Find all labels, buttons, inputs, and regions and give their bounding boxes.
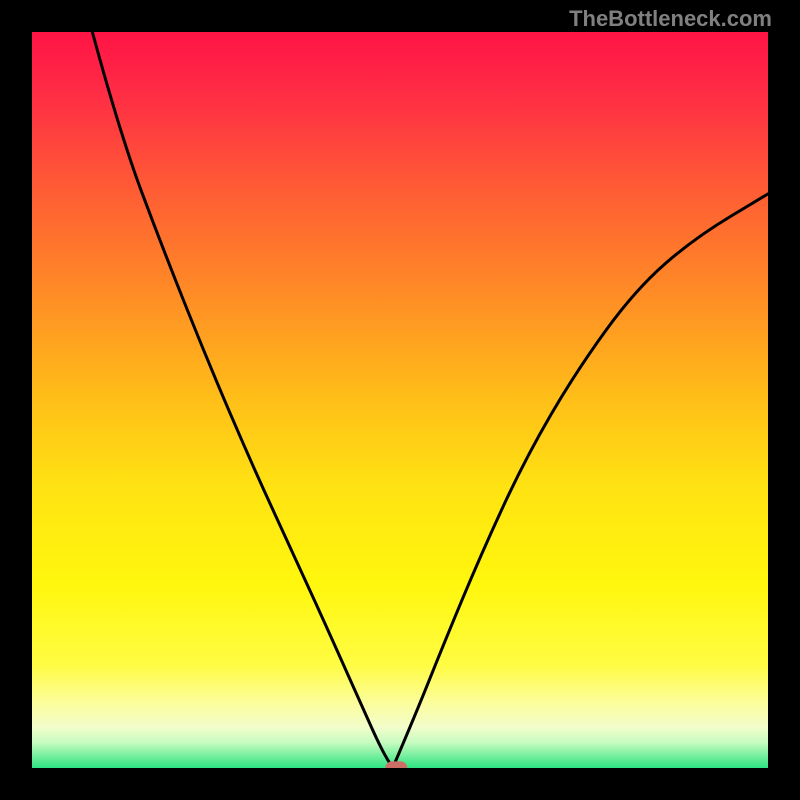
plot-area [32, 32, 768, 768]
watermark-label: TheBottleneck.com [569, 6, 772, 32]
chart-frame: TheBottleneck.com [0, 0, 800, 800]
gradient-plot [32, 32, 768, 768]
gradient-background [32, 32, 768, 768]
vertex-marker [385, 761, 407, 768]
